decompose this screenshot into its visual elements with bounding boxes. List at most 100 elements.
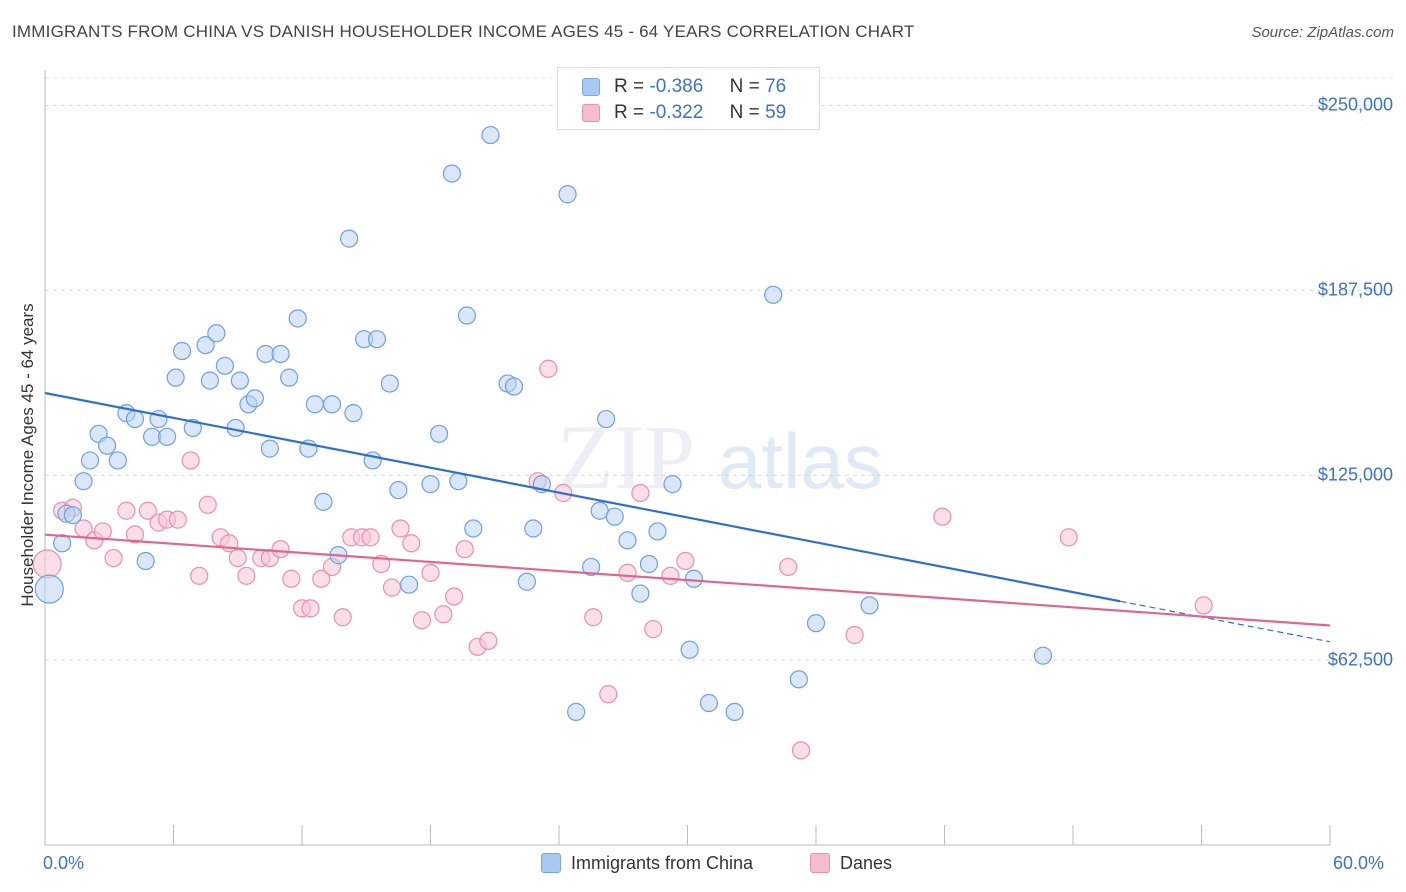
china-point	[725, 702, 744, 721]
legend-label-china: Immigrants from China	[571, 853, 754, 873]
china-point	[80, 451, 100, 470]
china-point	[680, 640, 699, 659]
danes-point	[676, 551, 695, 571]
china-point	[98, 436, 117, 455]
chart-title: IMMIGRANTS FROM CHINA VS DANISH HOUSEHOL…	[12, 22, 915, 41]
r-label: R =	[614, 76, 645, 97]
china-point	[481, 125, 500, 145]
danes-point	[1059, 528, 1078, 547]
r-value: -0.322	[649, 102, 704, 123]
china-point	[648, 522, 667, 541]
china-point	[582, 557, 601, 577]
china-point	[74, 472, 93, 491]
china-point	[789, 670, 808, 689]
watermark-atlas: atlas	[718, 417, 883, 505]
china-point	[524, 519, 543, 538]
china-point	[567, 702, 586, 721]
danes-point	[237, 566, 256, 585]
china-point	[618, 531, 637, 550]
china-point	[125, 409, 145, 429]
china-point	[399, 575, 419, 594]
danes-point	[444, 587, 464, 606]
china-point	[504, 377, 524, 396]
china-point	[196, 335, 215, 355]
china-point	[597, 409, 616, 429]
china-point	[684, 569, 704, 588]
china-point	[340, 229, 359, 248]
watermark: ZIP atlas	[557, 406, 883, 508]
r-label: R =	[614, 102, 645, 123]
china-point	[380, 374, 399, 393]
n-value: 76	[765, 76, 787, 97]
china-point	[806, 614, 826, 633]
danes-point	[271, 540, 290, 559]
danes-point	[421, 563, 440, 582]
china-point	[1033, 646, 1053, 665]
trend-line-china	[44, 391, 1121, 603]
n-value: 59	[765, 102, 787, 123]
danes-point	[412, 611, 432, 630]
china-point	[183, 418, 202, 438]
danes-point	[618, 563, 637, 582]
trend-lines	[44, 391, 1331, 643]
danes-point	[104, 548, 123, 568]
china-point	[172, 341, 192, 361]
danes-point	[644, 619, 663, 639]
china-point	[215, 356, 234, 375]
legend-swatch-danes	[810, 853, 830, 873]
danes-point	[301, 599, 320, 618]
china-point	[157, 427, 177, 446]
danes-point	[661, 566, 680, 585]
r-value: -0.386	[649, 76, 704, 97]
y-tick-label: $125,000	[1317, 464, 1393, 485]
trend-line-china-extension	[1120, 600, 1331, 643]
china-point	[860, 596, 879, 615]
china-point	[367, 330, 387, 349]
china-point	[260, 439, 279, 458]
china-point	[421, 475, 440, 494]
danes-point	[125, 525, 145, 544]
danes-point	[434, 605, 453, 624]
y-tick-label: $187,500	[1317, 279, 1393, 300]
china-point	[288, 309, 307, 328]
china-point	[464, 519, 483, 538]
danes-point	[168, 510, 187, 529]
n-label: N =	[729, 102, 760, 123]
china-point	[389, 480, 408, 500]
danes-point	[333, 608, 352, 627]
danes-point	[455, 540, 474, 559]
danes-point	[1194, 596, 1213, 615]
china-point	[639, 554, 659, 574]
china-point	[457, 306, 477, 325]
china-point	[136, 551, 155, 571]
china-point	[305, 395, 324, 414]
y-tick-label: $250,000	[1317, 94, 1393, 115]
china-point	[63, 506, 82, 525]
series-immigrants-from-china	[34, 125, 1053, 721]
china-point	[558, 185, 577, 204]
china-point	[34, 574, 64, 604]
china-point	[663, 475, 682, 494]
china-point	[271, 344, 290, 364]
china-point	[280, 368, 299, 387]
danes-point	[631, 483, 650, 503]
legend-label-danes: Danes	[840, 853, 893, 873]
china-point	[245, 389, 264, 408]
x-tick-max: 60.0%	[1333, 853, 1385, 873]
danes-point	[845, 625, 864, 645]
danes-point	[138, 501, 157, 520]
china-point	[314, 492, 333, 511]
china-point	[53, 534, 72, 553]
n-label: N =	[729, 76, 760, 97]
trend-line-danes	[44, 533, 1331, 627]
china-point	[429, 424, 449, 443]
china-point	[517, 572, 536, 591]
danes-point	[779, 557, 798, 577]
danes-point	[391, 519, 410, 538]
danes-point	[402, 534, 421, 553]
x-tick-min: 0.0%	[43, 853, 85, 873]
danes-point	[312, 569, 331, 588]
danes-point	[479, 631, 498, 650]
legend-swatch-china	[541, 853, 561, 873]
